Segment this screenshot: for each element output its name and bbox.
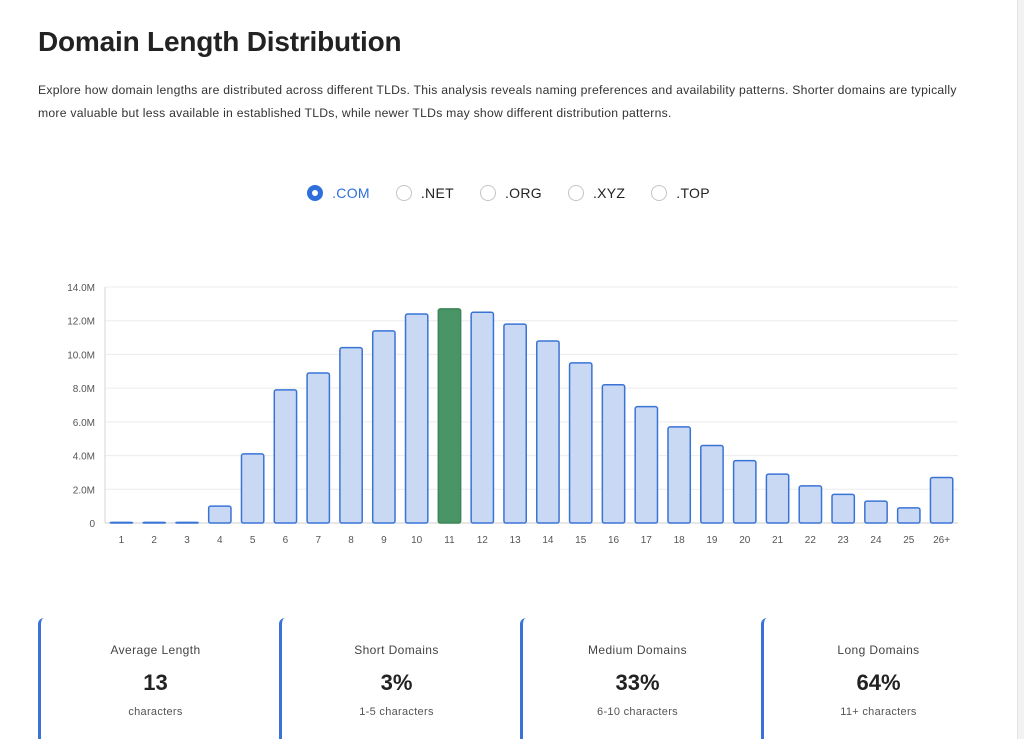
bar bbox=[109, 521, 134, 524]
bar bbox=[667, 426, 692, 524]
tld-option-org[interactable]: .ORG bbox=[479, 185, 542, 201]
tld-option-label: .NET bbox=[420, 185, 454, 201]
stat-card-average-length: Average Length 13 characters bbox=[38, 618, 270, 739]
bar bbox=[568, 362, 593, 524]
radio-unchecked-icon[interactable] bbox=[567, 185, 584, 201]
x-tick-label: 6 bbox=[283, 535, 289, 546]
tld-option-label: .ORG bbox=[504, 185, 542, 201]
tld-option-label: .TOP bbox=[676, 185, 710, 201]
stat-sublabel: 1-5 characters bbox=[359, 706, 434, 718]
y-tick-label: 6.0M bbox=[73, 418, 95, 429]
bar bbox=[896, 507, 921, 524]
stat-card-long-domains: Long Domains 64% 11+ characters bbox=[761, 618, 993, 739]
stat-value: 64% bbox=[856, 670, 901, 695]
x-tick-label: 4 bbox=[217, 535, 223, 546]
tld-option-label: .COM bbox=[332, 185, 370, 201]
stat-card-short-domains: Short Domains 3% 1-5 characters bbox=[279, 618, 511, 739]
bar bbox=[404, 313, 429, 524]
x-tick-label: 25 bbox=[903, 535, 915, 546]
y-tick-label: 14.0M bbox=[67, 283, 95, 294]
bar bbox=[470, 311, 495, 524]
bar bbox=[273, 389, 298, 524]
tld-option-xyz[interactable]: .XYZ bbox=[567, 185, 626, 201]
x-tick-label: 24 bbox=[870, 535, 882, 546]
radio-unchecked-icon[interactable] bbox=[651, 185, 668, 201]
stat-label: Average Length bbox=[110, 643, 201, 657]
bar bbox=[207, 505, 232, 524]
x-tick-label: 26+ bbox=[933, 535, 950, 546]
bar bbox=[306, 372, 331, 524]
page-title: Domain Length Distribution bbox=[38, 26, 402, 57]
y-tick-label: 2.0M bbox=[73, 485, 95, 496]
tld-option-label: .XYZ bbox=[592, 185, 626, 201]
page-description: Explore how domain lengths are distribut… bbox=[38, 83, 957, 120]
x-tick-label: 15 bbox=[575, 535, 587, 546]
bar-highlighted bbox=[437, 308, 462, 524]
bar bbox=[371, 330, 396, 524]
bar bbox=[503, 323, 528, 524]
stat-sublabel: characters bbox=[128, 706, 183, 718]
bar bbox=[732, 459, 757, 524]
stat-label: Short Domains bbox=[354, 643, 439, 657]
bar bbox=[339, 346, 363, 524]
x-tick-label: 2 bbox=[151, 535, 157, 546]
y-tick-label: 12.0M bbox=[67, 317, 95, 328]
x-tick-label: 20 bbox=[739, 535, 751, 546]
stat-value: 3% bbox=[380, 670, 413, 695]
stat-sublabel: 6-10 characters bbox=[597, 706, 678, 718]
tld-option-top[interactable]: .TOP bbox=[651, 185, 710, 201]
x-tick-label: 21 bbox=[772, 535, 784, 546]
tld-selector: .COM .NET .ORG .XYZ .TOP bbox=[0, 185, 1017, 201]
stat-label: Long Domains bbox=[837, 643, 920, 657]
bar bbox=[831, 493, 856, 524]
x-tick-label: 16 bbox=[608, 535, 620, 546]
bar bbox=[240, 453, 265, 524]
stat-value: 33% bbox=[615, 670, 660, 695]
window-edge bbox=[1017, 0, 1024, 739]
bar bbox=[700, 444, 724, 524]
bar bbox=[765, 473, 790, 524]
y-tick-label: 4.0M bbox=[73, 452, 95, 463]
radio-checked-icon[interactable] bbox=[307, 185, 324, 201]
x-tick-label: 13 bbox=[510, 535, 522, 546]
y-tick-label: 10.0M bbox=[67, 350, 95, 361]
x-tick-label: 19 bbox=[706, 535, 718, 546]
x-tick-label: 23 bbox=[838, 535, 850, 546]
bar bbox=[864, 500, 888, 524]
stat-value: 13 bbox=[143, 670, 168, 695]
x-tick-label: 17 bbox=[641, 535, 653, 546]
x-tick-label: 22 bbox=[805, 535, 817, 546]
bar bbox=[175, 521, 199, 524]
tld-option-net[interactable]: .NET bbox=[395, 185, 454, 201]
y-tick-label: 0 bbox=[89, 519, 95, 530]
y-tick-label: 8.0M bbox=[73, 384, 95, 395]
bar bbox=[634, 405, 659, 524]
radio-unchecked-icon[interactable] bbox=[395, 185, 412, 201]
bar bbox=[142, 521, 167, 524]
x-tick-label: 7 bbox=[315, 535, 321, 546]
x-tick-label: 1 bbox=[119, 535, 125, 546]
bar bbox=[798, 485, 823, 524]
x-tick-label: 11 bbox=[444, 535, 455, 546]
stat-sublabel: 11+ characters bbox=[840, 706, 917, 718]
x-tick-label: 14 bbox=[542, 535, 554, 546]
bar bbox=[929, 476, 954, 524]
tld-option-com[interactable]: .COM bbox=[307, 185, 370, 201]
bar bbox=[601, 384, 626, 524]
x-tick-label: 8 bbox=[348, 535, 354, 546]
x-tick-label: 18 bbox=[674, 535, 686, 546]
radio-unchecked-icon[interactable] bbox=[479, 185, 496, 201]
stat-card-medium-domains: Medium Domains 33% 6-10 characters bbox=[520, 618, 752, 739]
bar bbox=[535, 340, 560, 524]
stat-label: Medium Domains bbox=[588, 643, 687, 657]
x-tick-label: 9 bbox=[381, 535, 387, 546]
x-tick-label: 5 bbox=[250, 535, 256, 546]
x-tick-label: 10 bbox=[411, 535, 423, 546]
x-tick-label: 3 bbox=[184, 535, 190, 546]
x-tick-label: 12 bbox=[477, 535, 489, 546]
